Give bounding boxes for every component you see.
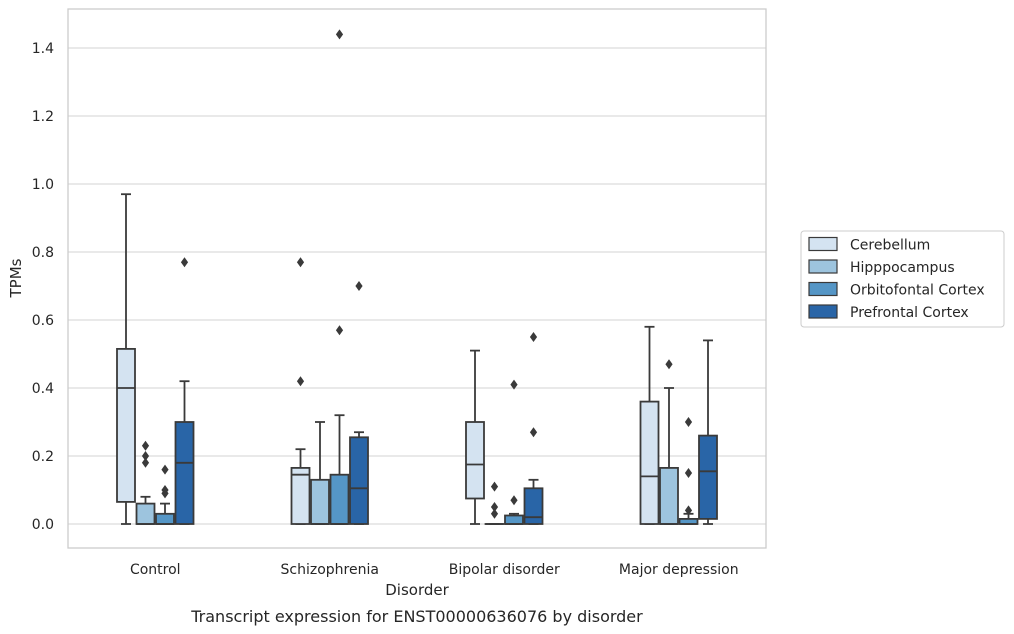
outlier-point bbox=[684, 417, 693, 427]
y-tick-label: 1.4 bbox=[32, 41, 54, 57]
outlier-point bbox=[355, 281, 363, 291]
legend-label: Orbitofontal Cortex bbox=[850, 283, 985, 299]
box-cerebellum-2 bbox=[465, 349, 485, 525]
box-body bbox=[135, 502, 156, 525]
outlier-point bbox=[529, 427, 538, 438]
box-body bbox=[329, 473, 350, 525]
legend-swatch bbox=[808, 281, 838, 297]
box-body bbox=[523, 487, 544, 525]
box-body bbox=[349, 436, 369, 525]
box-orbitofontal-cortex-2 bbox=[504, 379, 524, 525]
outlier-point bbox=[529, 332, 538, 342]
legend: Cerebellum Hipppocampus Orbitofontal Corte… bbox=[800, 230, 1005, 328]
box-body bbox=[174, 421, 195, 525]
box-hipppocampus-1 bbox=[310, 421, 330, 525]
legend-frame bbox=[800, 230, 1005, 328]
box-hipppocampus-2 bbox=[484, 481, 505, 525]
box-cerebellum-1 bbox=[290, 257, 311, 525]
box-body bbox=[465, 421, 485, 500]
legend-label: Cerebellum bbox=[850, 238, 930, 254]
y-axis-label: TPMs bbox=[7, 258, 25, 298]
legend-swatch bbox=[808, 304, 838, 319]
x-tick-label: Schizophrenia bbox=[281, 562, 379, 578]
outlier-point bbox=[510, 495, 518, 506]
box-prefrontal-cortex-1 bbox=[349, 281, 369, 525]
box-cerebellum-3 bbox=[639, 325, 660, 525]
x-tick-label: Control bbox=[130, 562, 181, 578]
y-tick-label: 1.0 bbox=[32, 177, 54, 193]
legend-label: Hipppocampus bbox=[850, 260, 955, 276]
box-prefrontal-cortex-0 bbox=[174, 257, 195, 525]
outlier-point bbox=[684, 468, 693, 478]
outlier-point bbox=[180, 257, 189, 268]
box-orbitofontal-cortex-0 bbox=[155, 464, 175, 525]
y-tick-label: 0.8 bbox=[32, 245, 54, 261]
y-tick-label: 0.0 bbox=[32, 517, 54, 533]
outlier-point bbox=[665, 359, 673, 370]
box-series bbox=[116, 29, 718, 525]
outlier-point bbox=[296, 257, 305, 268]
outlier-point bbox=[490, 502, 499, 512]
outlier-point bbox=[141, 457, 150, 468]
plot-frame bbox=[67, 8, 767, 549]
outlier-point bbox=[296, 376, 305, 387]
box-cerebellum-0 bbox=[116, 193, 136, 525]
box-prefrontal-cortex-2 bbox=[523, 332, 544, 525]
outlier-point bbox=[161, 464, 169, 475]
outlier-point bbox=[161, 485, 169, 495]
box-body bbox=[504, 514, 524, 525]
box-hipppocampus-0 bbox=[135, 440, 156, 525]
outlier-point bbox=[510, 379, 518, 390]
y-tick-label: 0.2 bbox=[32, 449, 54, 465]
box-orbitofontal-cortex-1 bbox=[329, 29, 350, 525]
legend-swatch bbox=[808, 259, 838, 274]
y-tick-label: 0.4 bbox=[32, 381, 54, 397]
outlier-point bbox=[141, 440, 150, 451]
x-axis-label: Disorder bbox=[385, 581, 449, 599]
outlier-point bbox=[335, 325, 344, 336]
outlier-point bbox=[335, 29, 344, 40]
box-body bbox=[155, 512, 175, 525]
y-tick-labels: 0.0 0.2 0.4 0.6 0.8 1.0 1.2 1.4 bbox=[32, 41, 54, 533]
legend-label: Prefrontal Cortex bbox=[850, 305, 969, 321]
box-body bbox=[659, 466, 679, 525]
y-tick-label: 0.6 bbox=[32, 313, 54, 329]
outlier-point bbox=[490, 508, 499, 519]
x-tick-labels: Control Schizophrenia Bipolar disorder Majo… bbox=[130, 562, 739, 578]
y-tick-label: 1.2 bbox=[32, 109, 54, 125]
outlier-point bbox=[141, 451, 150, 461]
legend-swatch bbox=[808, 236, 838, 252]
box-body bbox=[310, 478, 330, 525]
box-orbitofontal-cortex-3 bbox=[678, 417, 699, 525]
box-hipppocampus-3 bbox=[659, 359, 679, 525]
box-body bbox=[290, 466, 311, 525]
chart-caption: Transcript expression for ENST0000063607… bbox=[190, 607, 643, 626]
box-body bbox=[639, 400, 660, 525]
x-tick-label: Major depression bbox=[619, 562, 739, 578]
box-body bbox=[116, 347, 136, 503]
box-body bbox=[698, 434, 718, 520]
y-gridlines bbox=[68, 47, 766, 525]
box-prefrontal-cortex-3 bbox=[698, 339, 718, 525]
x-tick-label: Bipolar disorder bbox=[449, 562, 560, 578]
outlier-point bbox=[490, 481, 499, 492]
outlier-point bbox=[684, 505, 693, 516]
